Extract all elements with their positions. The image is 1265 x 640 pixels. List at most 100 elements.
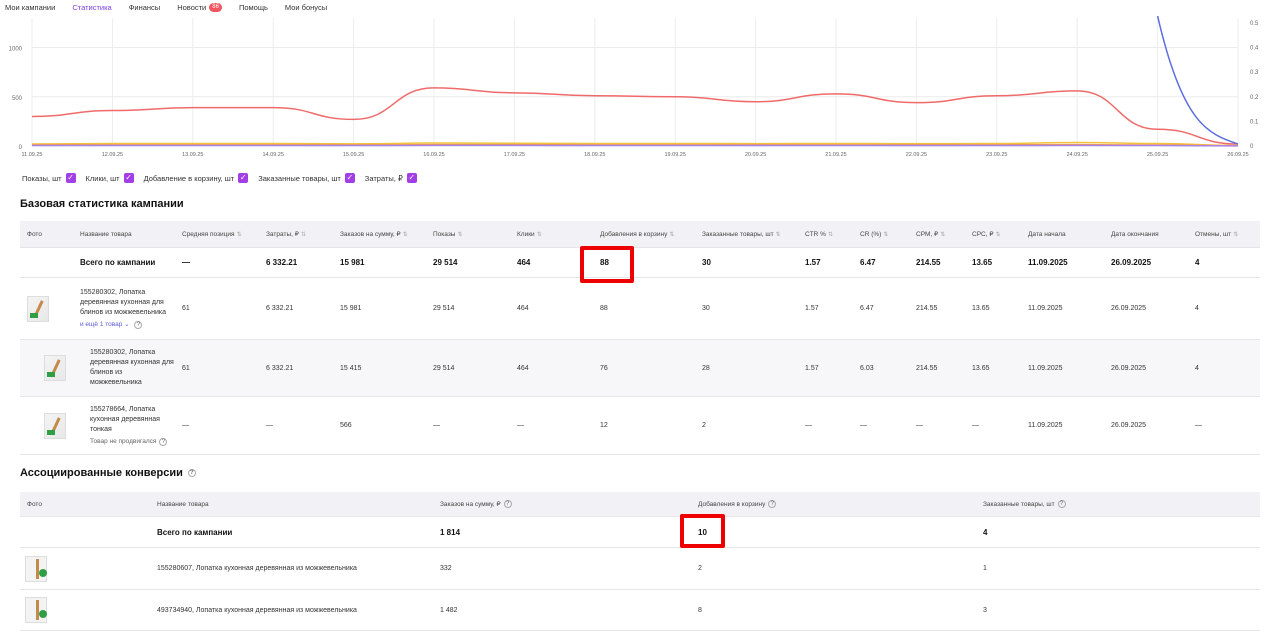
sort-icon[interactable]: ⇅	[883, 231, 889, 238]
section-title-label: Ассоциированные конверсии	[20, 467, 183, 479]
sort-icon[interactable]: ⇅	[940, 231, 946, 238]
cell-order-sum: 332	[440, 565, 452, 572]
checkbox-checked-icon[interactable]: ✓	[406, 173, 417, 183]
nav-finances[interactable]: Финансы	[124, 3, 161, 12]
sort-icon[interactable]: ⇅	[402, 231, 408, 238]
header-cpc[interactable]: CPC, ₽ ⇅	[972, 221, 1001, 247]
sort-icon[interactable]: ⇅	[995, 231, 1001, 238]
sort-icon[interactable]: ⇅	[236, 231, 242, 238]
header-add-to-cart[interactable]: Добавления в корзину ⇅	[600, 221, 674, 247]
product-photo[interactable]	[44, 340, 66, 396]
legend-add-to-cart[interactable]: Добавление в корзину, шт ✓	[144, 173, 249, 183]
cell-end-date: 26.09.2025	[1111, 364, 1147, 372]
sort-icon[interactable]: ⇅	[775, 231, 781, 238]
header-label: Заказов на сумму, ₽	[340, 231, 401, 238]
cell-add-to-cart: 76	[600, 364, 608, 372]
y-right-tick-label: 0.5	[1250, 21, 1259, 27]
cell-ordered: 30	[702, 258, 711, 267]
legend-costs[interactable]: Затраты, ₽ ✓	[365, 173, 417, 183]
highlight-box	[680, 514, 725, 548]
cell-add-to-cart: 10	[698, 527, 707, 537]
help-icon[interactable]: ?	[1057, 500, 1066, 508]
cell-order-sum: 15 415	[340, 364, 362, 372]
cell-impressions: —	[433, 422, 440, 429]
sort-icon[interactable]: ⇅	[669, 231, 675, 238]
help-icon[interactable]: ?	[187, 469, 196, 477]
cell-costs: 6 332.21	[266, 364, 294, 372]
nav-news[interactable]: Новости 86	[172, 2, 222, 12]
cell-start-date: 11.09.2025	[1028, 422, 1063, 429]
help-icon[interactable]: ?	[503, 500, 512, 508]
header-costs[interactable]: Затраты, ₽ ⇅	[266, 221, 306, 247]
header-avg-position[interactable]: Средняя позиция ⇅	[182, 221, 242, 247]
cell-ordered: 2	[702, 422, 706, 429]
legend-clicks[interactable]: Клики, шт ✓	[86, 173, 134, 183]
series-line-4	[1156, 15, 1239, 145]
cell-clicks: —	[517, 422, 524, 429]
header-label: Заказов на сумму, ₽	[440, 501, 501, 508]
y-right-tick-label: 0.2	[1250, 95, 1259, 101]
product-photo[interactable]	[25, 548, 47, 589]
header-label: CR (%)	[860, 230, 882, 238]
x-tick-label: 23.09.25	[986, 152, 1007, 158]
cell-add-to-cart: 88	[600, 305, 608, 312]
sort-icon[interactable]: ⇅	[457, 231, 463, 238]
checkbox-checked-icon[interactable]: ✓	[123, 173, 134, 183]
legend-ordered[interactable]: Заказанные товары, шт ✓	[258, 173, 355, 183]
product-name: 155280302, Лопатка деревянная кухонная д…	[90, 349, 174, 386]
cell-product-name: 493734940, Лопатка кухонная деревянная и…	[157, 606, 357, 614]
header-add-to-cart[interactable]: Добавления в корзину?	[698, 492, 777, 516]
chart-legend: Показы, шт ✓ Клики, шт ✓ Добавление в корз…	[22, 173, 417, 183]
product-photo[interactable]	[27, 278, 49, 339]
product-image	[25, 555, 47, 582]
legend-impressions[interactable]: Показы, шт ✓	[22, 173, 76, 183]
nav-bonuses[interactable]: Мои бонусы	[280, 3, 327, 12]
help-icon[interactable]: ?	[134, 320, 143, 329]
header-impressions[interactable]: Показы ⇅	[433, 221, 463, 247]
nav-help[interactable]: Помощь	[234, 3, 268, 12]
nav-label: Помощь	[238, 2, 268, 12]
header-clicks[interactable]: Клики ⇅	[517, 221, 542, 247]
header-ctr[interactable]: CTR % ⇅	[805, 221, 833, 247]
header-order-sum[interactable]: Заказов на сумму, ₽?	[440, 492, 512, 516]
sort-icon[interactable]: ⇅	[536, 231, 542, 238]
help-icon[interactable]: ?	[159, 437, 168, 446]
cell-start-date: 11.09.2025	[1028, 305, 1063, 312]
cell-order-sum: 15 981	[340, 305, 362, 312]
more-products-link[interactable]: и ещё 1 товар ⌄ ?	[80, 320, 143, 330]
sort-icon[interactable]: ⇅	[1233, 231, 1239, 238]
cell-cpm: 214.55	[916, 258, 941, 267]
header-ordered[interactable]: Заказанные товары, шт?	[983, 492, 1066, 516]
x-tick-label: 18.09.25	[584, 152, 605, 158]
header-start-date: Дата начала	[1028, 230, 1066, 238]
cell-cpc: —	[972, 422, 979, 429]
cell-total-label: Всего по кампании	[157, 527, 233, 537]
x-tick-label: 21.09.25	[825, 152, 846, 158]
sort-icon[interactable]: ⇅	[300, 231, 306, 238]
product-name: 155280302, Лопатка деревянная кухонная д…	[80, 288, 166, 316]
product-photo[interactable]	[25, 590, 47, 630]
header-cancellations[interactable]: Отмены, шт ⇅	[1195, 221, 1238, 247]
sort-icon[interactable]: ⇅	[827, 231, 833, 238]
checkbox-checked-icon[interactable]: ✓	[65, 173, 76, 183]
header-product-name: Название товара	[80, 230, 132, 238]
cell-clicks: 464	[517, 305, 529, 312]
header-ordered[interactable]: Заказанные товары, шт ⇅	[702, 221, 781, 247]
cell-cr: —	[860, 422, 867, 429]
cell-ctr: 1.57	[805, 364, 819, 372]
checkbox-checked-icon[interactable]: ✓	[344, 173, 355, 183]
product-photo[interactable]	[44, 397, 66, 454]
nav-statistics[interactable]: Статистика	[67, 3, 111, 12]
cell-clicks: 464	[517, 364, 529, 372]
x-tick-label: 24.09.25	[1066, 152, 1087, 158]
cell-ordered: 30	[702, 305, 710, 312]
nav-my-campaigns[interactable]: Мои кампании	[0, 3, 55, 12]
header-label: CTR %	[805, 230, 826, 238]
checkbox-checked-icon[interactable]: ✓	[238, 173, 249, 183]
cell-product-name: 155280302, Лопатка деревянная кухонная д…	[80, 278, 175, 339]
x-tick-label: 16.09.25	[423, 152, 444, 158]
help-icon[interactable]: ?	[768, 500, 777, 508]
header-cr[interactable]: CR (%) ⇅	[860, 221, 888, 247]
header-order-sum[interactable]: Заказов на сумму, ₽ ⇅	[340, 221, 408, 247]
header-cpm[interactable]: CPM, ₽ ⇅	[916, 221, 945, 247]
